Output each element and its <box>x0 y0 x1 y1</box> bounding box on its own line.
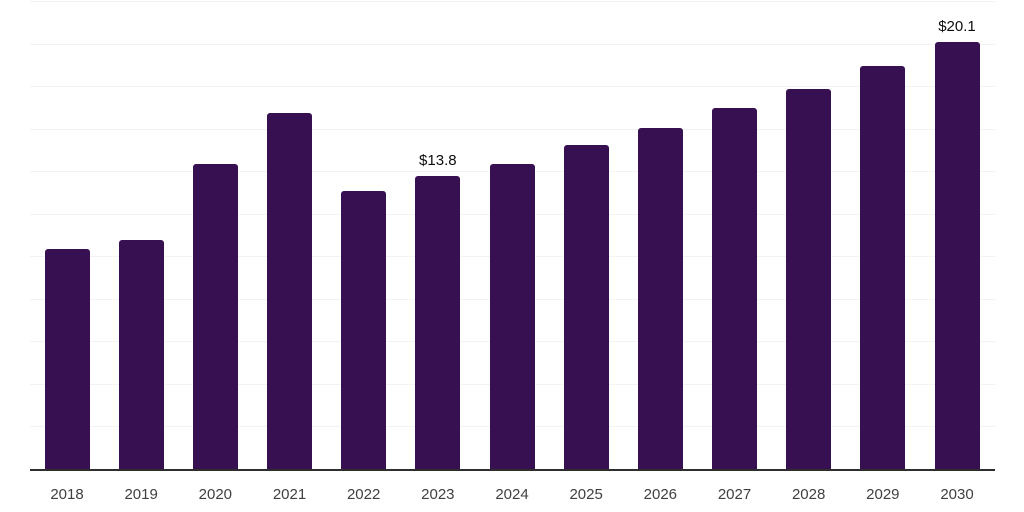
x-axis-label-2021: 2021 <box>272 486 307 503</box>
gridline <box>30 86 995 88</box>
bar-2030 <box>934 42 980 470</box>
x-axis-label-2022: 2022 <box>346 486 381 503</box>
x-axis-label-2026: 2026 <box>643 486 678 503</box>
bar-2020 <box>192 163 238 470</box>
gridline <box>30 43 995 45</box>
value-label-2030: $20.1 <box>938 18 976 36</box>
x-axis-label-2025: 2025 <box>569 486 603 503</box>
x-axis-label-2027: 2027 <box>717 486 752 503</box>
bar-2023 <box>415 176 461 470</box>
bar-2018 <box>44 248 90 470</box>
x-axis-label-2023: 2023 <box>421 486 455 503</box>
gridline <box>30 128 995 130</box>
bar-2021 <box>267 112 312 470</box>
x-axis-label-2030: 2030 <box>940 486 974 503</box>
x-axis-label-2018: 2018 <box>50 486 84 503</box>
bar-2024 <box>489 163 535 470</box>
bar-2027 <box>712 108 757 470</box>
bar-2019 <box>118 240 164 470</box>
bar-2022 <box>341 191 387 470</box>
x-axis-line <box>30 469 995 471</box>
bar-2029 <box>860 65 906 470</box>
x-axis-label-2024: 2024 <box>495 486 529 503</box>
x-axis-label-2020: 2020 <box>198 486 233 503</box>
bar-2028 <box>786 89 832 470</box>
x-axis-label-2029: 2029 <box>866 486 900 503</box>
x-axis-label-2019: 2019 <box>124 486 158 503</box>
value-label-2023: $13.8 <box>419 152 457 170</box>
bar-2025 <box>563 144 609 470</box>
bar-2026 <box>637 127 683 470</box>
x-axis-label-2028: 2028 <box>791 486 826 503</box>
gridline <box>30 1 995 2</box>
